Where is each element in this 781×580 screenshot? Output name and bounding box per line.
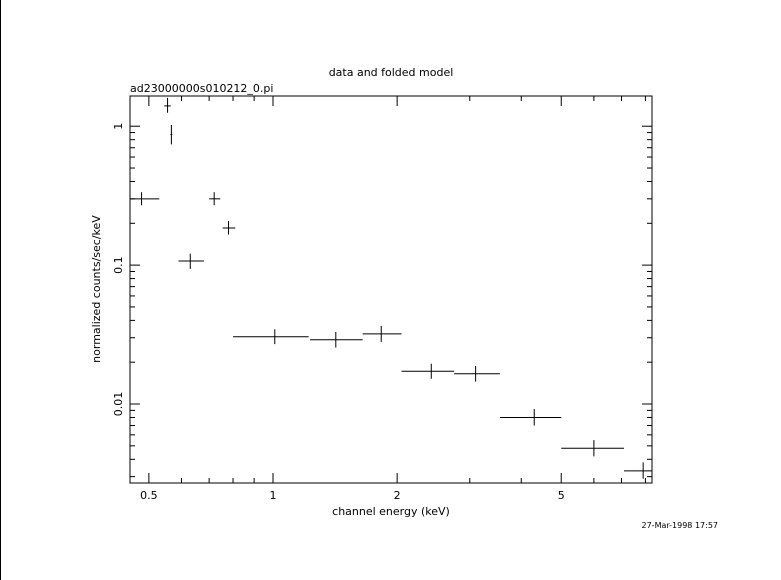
x-tick-label: 0.5	[140, 489, 158, 502]
y-tick-label: 0.1	[112, 256, 125, 274]
y-tick-label: 1	[112, 123, 125, 130]
data-points	[130, 97, 652, 479]
x-tick-label: 1	[270, 489, 277, 502]
y-tick-label: 0.01	[112, 392, 125, 417]
data-point	[178, 253, 204, 269]
data-point	[499, 409, 562, 426]
x-tick-label: 5	[558, 489, 565, 502]
data-point	[401, 363, 455, 379]
plot-frame	[129, 95, 653, 484]
x-axis-label: channel energy (keV)	[332, 505, 450, 518]
tick-labels: 0.5 1 2 5 0.01 0.1 1	[112, 123, 565, 502]
data-point	[222, 220, 236, 235]
chart-subtitle: ad23000000s010212_0.pi	[130, 82, 273, 95]
axis-ticks	[130, 96, 652, 483]
data-point	[164, 97, 171, 113]
data-point	[310, 331, 363, 348]
data-point	[454, 365, 500, 382]
data-point	[362, 325, 402, 342]
data-point	[561, 440, 625, 457]
window-edge	[0, 0, 1, 580]
chart-title: data and folded model	[329, 66, 454, 79]
timestamp: 27-Mar-1998 17:57	[642, 521, 719, 530]
data-point	[170, 125, 173, 145]
data-point	[624, 462, 652, 479]
data-point	[233, 329, 309, 345]
data-point	[209, 192, 221, 206]
y-axis-label: normalized counts/sec/keV	[90, 215, 103, 363]
data-point	[130, 192, 160, 206]
x-tick-label: 2	[394, 489, 401, 502]
